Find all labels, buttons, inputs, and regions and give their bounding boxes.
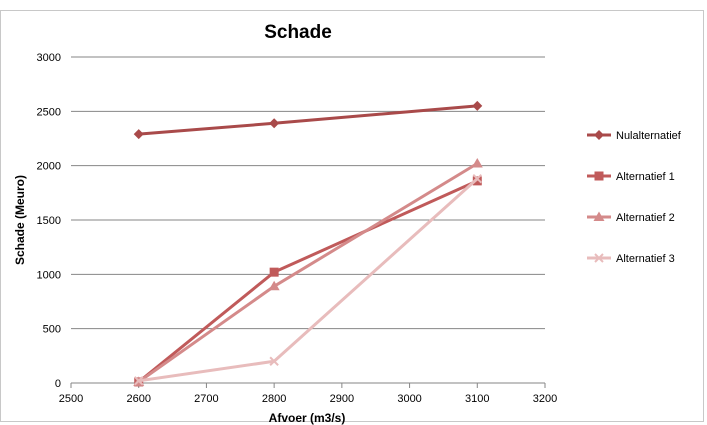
legend-marker [594, 130, 604, 140]
chart-title: Schade [264, 22, 332, 43]
series-4 [134, 173, 482, 386]
data-point [269, 356, 279, 366]
x-tick-label: 2700 [194, 393, 218, 405]
x-tick-label: 2900 [330, 393, 354, 405]
legend-marker [594, 171, 604, 181]
data-point [472, 176, 482, 186]
x-tick-label: 2800 [262, 393, 286, 405]
data-point [472, 100, 483, 111]
y-tick-label: 500 [43, 324, 61, 336]
legend-item: Alternatief 3 [587, 253, 675, 265]
y-tick-label: 2500 [37, 106, 61, 118]
y-tick-label: 3000 [37, 52, 61, 64]
y-axis-ticks: 0 500 1000 1500 2000 2500 3000 [37, 52, 61, 390]
series-lines [133, 100, 483, 387]
legend-label: Nulalternatief [616, 130, 682, 142]
legend-item: Nulalternatief [587, 130, 682, 142]
chart-frame [0, 10, 704, 422]
data-point [269, 118, 280, 129]
legend-label: Alternatief 3 [616, 253, 675, 265]
y-tick-label: 0 [55, 378, 61, 390]
series-3 [133, 157, 483, 386]
data-point [471, 157, 483, 168]
legend-marker [593, 211, 605, 221]
data-point [269, 267, 279, 277]
x-tick-label: 3200 [533, 393, 557, 405]
x-axis-ticks: 2500 2600 2700 2800 2900 3000 3100 3200 [59, 383, 557, 405]
legend-label: Alternatief 1 [616, 171, 675, 183]
series-line [137, 179, 478, 384]
data-point [134, 376, 144, 386]
legend-item: Alternatief 1 [587, 171, 675, 183]
y-tick-label: 2000 [37, 161, 61, 173]
x-tick-label: 2600 [126, 393, 150, 405]
data-point [268, 280, 280, 291]
x-tick-label: 2500 [59, 393, 83, 405]
series-2 [134, 176, 482, 387]
legend-marker [594, 253, 604, 263]
x-tick-label: 3000 [397, 393, 421, 405]
series-line [137, 162, 479, 384]
x-tick-label: 3100 [465, 393, 489, 405]
legend-label: Alternatief 2 [616, 212, 675, 224]
series-line [138, 177, 479, 383]
legend: Nulalternatief Alternatief 1 Alternatief 2… [587, 130, 682, 265]
series-line [138, 104, 478, 136]
data-point [472, 173, 482, 184]
y-axis-label: Schade (Meuro) [13, 175, 27, 265]
x-axis-label: Afvoer (m3/s) [269, 411, 346, 425]
series-1 [133, 100, 483, 140]
data-point [133, 129, 144, 140]
gridlines [71, 56, 545, 330]
y-tick-label: 1000 [37, 269, 61, 281]
y-tick-label: 1500 [37, 215, 61, 227]
legend-item: Alternatief 2 [587, 211, 675, 224]
